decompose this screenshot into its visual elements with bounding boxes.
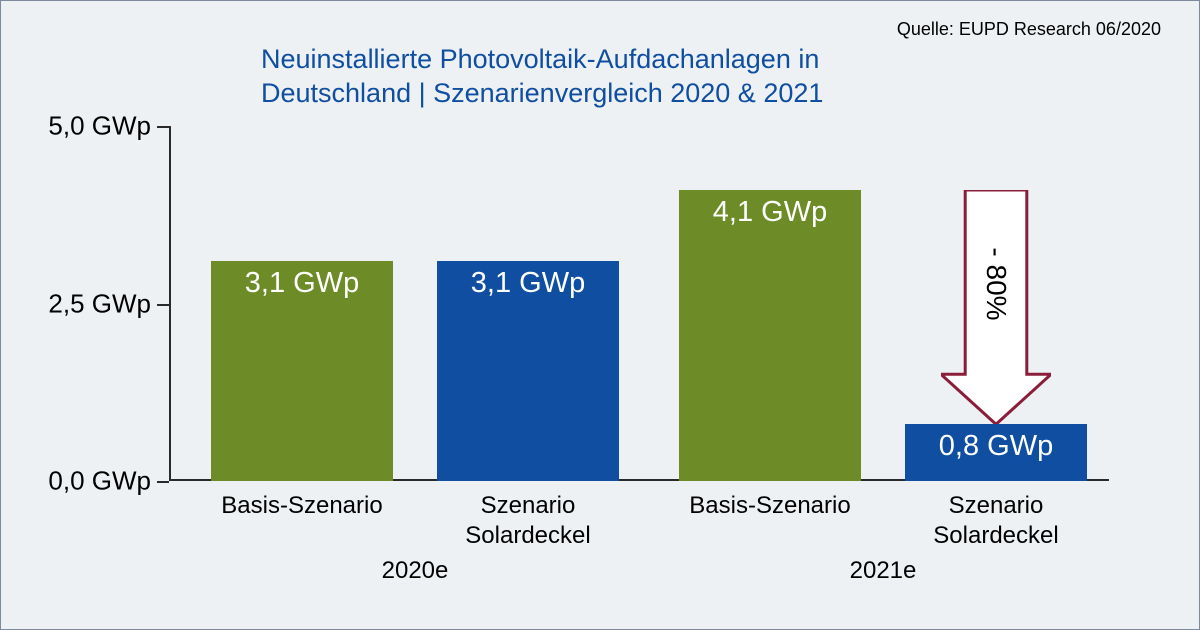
bar: 0,8 GWp xyxy=(905,424,1087,481)
bar-value-label: 3,1 GWp xyxy=(437,267,619,300)
bar-value-label: 0,8 GWp xyxy=(905,430,1087,463)
bar: 3,1 GWp xyxy=(437,261,619,481)
y-tick-label: 2,5 GWp xyxy=(48,288,169,319)
source-text: Quelle: EUPD Research 06/2020 xyxy=(897,19,1161,40)
bar: 4,1 GWp xyxy=(679,190,861,481)
bar-value-label: 4,1 GWp xyxy=(679,196,861,229)
decline-arrow: - 80% xyxy=(941,190,1051,424)
bar: 3,1 GWp xyxy=(211,261,393,481)
bar-value-label: 3,1 GWp xyxy=(211,267,393,300)
y-tick-label: 5,0 GWp xyxy=(48,111,169,142)
chart-title: Neuinstallierte Photovoltaik-Aufdachanla… xyxy=(261,43,823,111)
y-axis xyxy=(169,126,171,481)
decline-arrow-label: - 80% xyxy=(980,247,1012,320)
group-label: 2020e xyxy=(355,481,475,585)
y-tick-label: 0,0 GWp xyxy=(48,466,169,497)
plot-area: 0,0 GWp2,5 GWp5,0 GWp 3,1 GWp3,1 GWp4,1 … xyxy=(169,126,1109,481)
group-label: 2021e xyxy=(823,481,943,585)
